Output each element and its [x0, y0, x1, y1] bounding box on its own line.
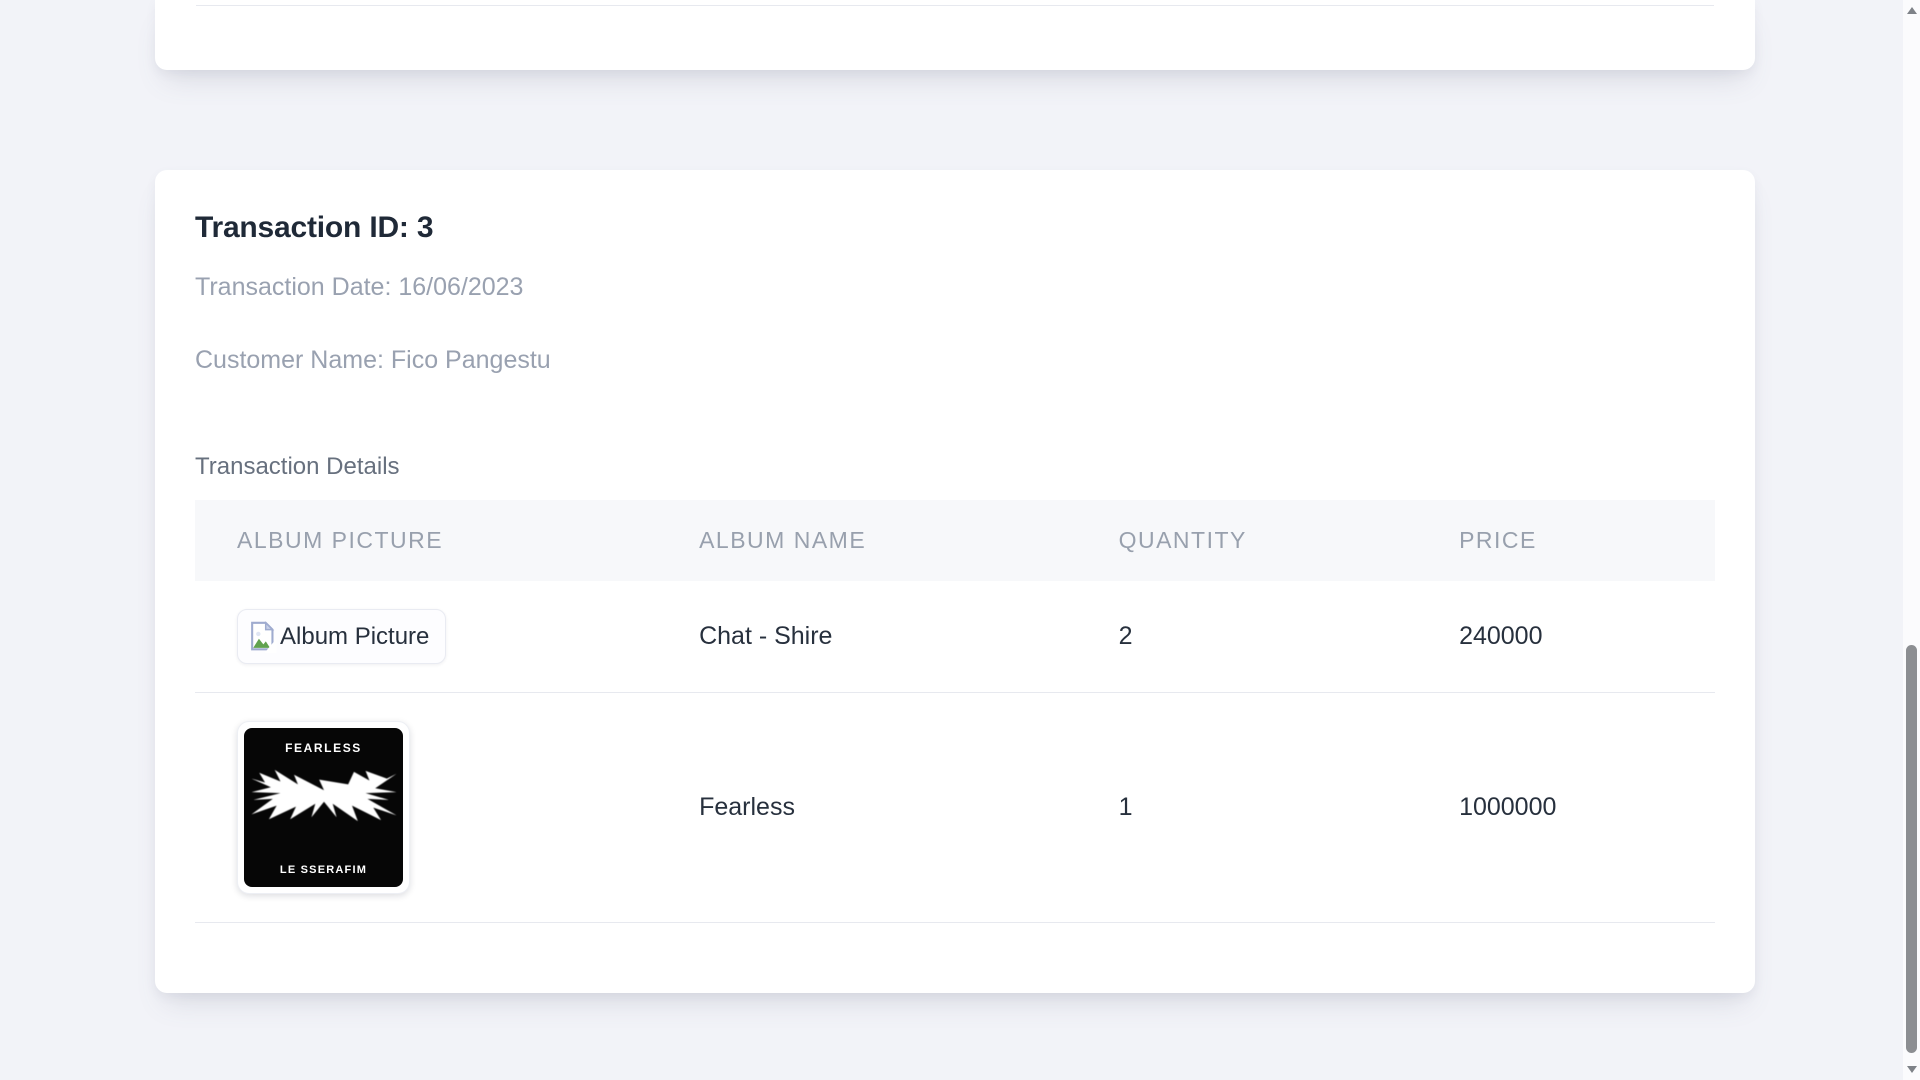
- vertical-scrollbar-track[interactable]: [1903, 0, 1920, 1080]
- column-header-album-name: ALBUM NAME: [657, 500, 1077, 581]
- broken-album-image: Album Picture: [237, 609, 447, 664]
- transaction-card: Transaction ID: 3 Transaction Date: 16/0…: [155, 170, 1755, 993]
- scroll-down-arrow-icon: [1906, 1066, 1917, 1073]
- price-cell: 1000000: [1459, 793, 1557, 821]
- cover-title-text: FEARLESS: [285, 741, 362, 755]
- transaction-date: Transaction Date: 16/06/2023: [195, 273, 524, 301]
- quantity-cell: 2: [1118, 622, 1133, 650]
- scrollbar-thumb[interactable]: [1906, 645, 1917, 1053]
- previous-transaction-card-partial: [155, 0, 1755, 70]
- album-name-cell: Fearless: [699, 793, 795, 821]
- scroll-up-button[interactable]: [1903, 2, 1920, 19]
- table-row: FEARLESS LE SSERAFIM Fearless 1 1000000: [195, 693, 1715, 923]
- column-header-album-picture: ALBUM PICTURE: [195, 500, 658, 581]
- album-name-cell: Chat - Shire: [699, 622, 833, 650]
- quantity-cell: 1: [1118, 793, 1133, 821]
- table-row: Album Picture Chat - Shire 2 240000: [195, 581, 1715, 693]
- scroll-up-arrow-icon: [1906, 7, 1917, 14]
- transaction-details-table: ALBUM PICTURE ALBUM NAME QUANTITY PRICE: [195, 500, 1715, 923]
- album-picture-cell: Album Picture: [195, 581, 657, 693]
- transaction-details-heading: Transaction Details: [195, 453, 400, 480]
- cover-artist-text: LE SSERAFIM: [279, 864, 368, 876]
- column-header-quantity: QUANTITY: [1076, 500, 1418, 581]
- customer-name: Customer Name: Fico Pangestu: [195, 346, 551, 374]
- scroll-down-button[interactable]: [1903, 1061, 1920, 1078]
- starburst-graphic: [251, 770, 396, 822]
- previous-card-row-divider: [196, 5, 1714, 6]
- broken-image-icon: [251, 620, 277, 653]
- table-header: ALBUM PICTURE ALBUM NAME QUANTITY PRICE: [195, 500, 1715, 581]
- album-picture-alt-text: Album Picture: [280, 622, 430, 650]
- album-picture-cell: FEARLESS LE SSERAFIM: [195, 693, 657, 923]
- transaction-id-title: Transaction ID: 3: [195, 211, 434, 244]
- column-header-price: PRICE: [1417, 500, 1715, 581]
- price-cell: 240000: [1459, 622, 1543, 650]
- album-cover-image: FEARLESS LE SSERAFIM: [237, 721, 410, 894]
- fearless-album-cover: FEARLESS LE SSERAFIM: [244, 728, 403, 887]
